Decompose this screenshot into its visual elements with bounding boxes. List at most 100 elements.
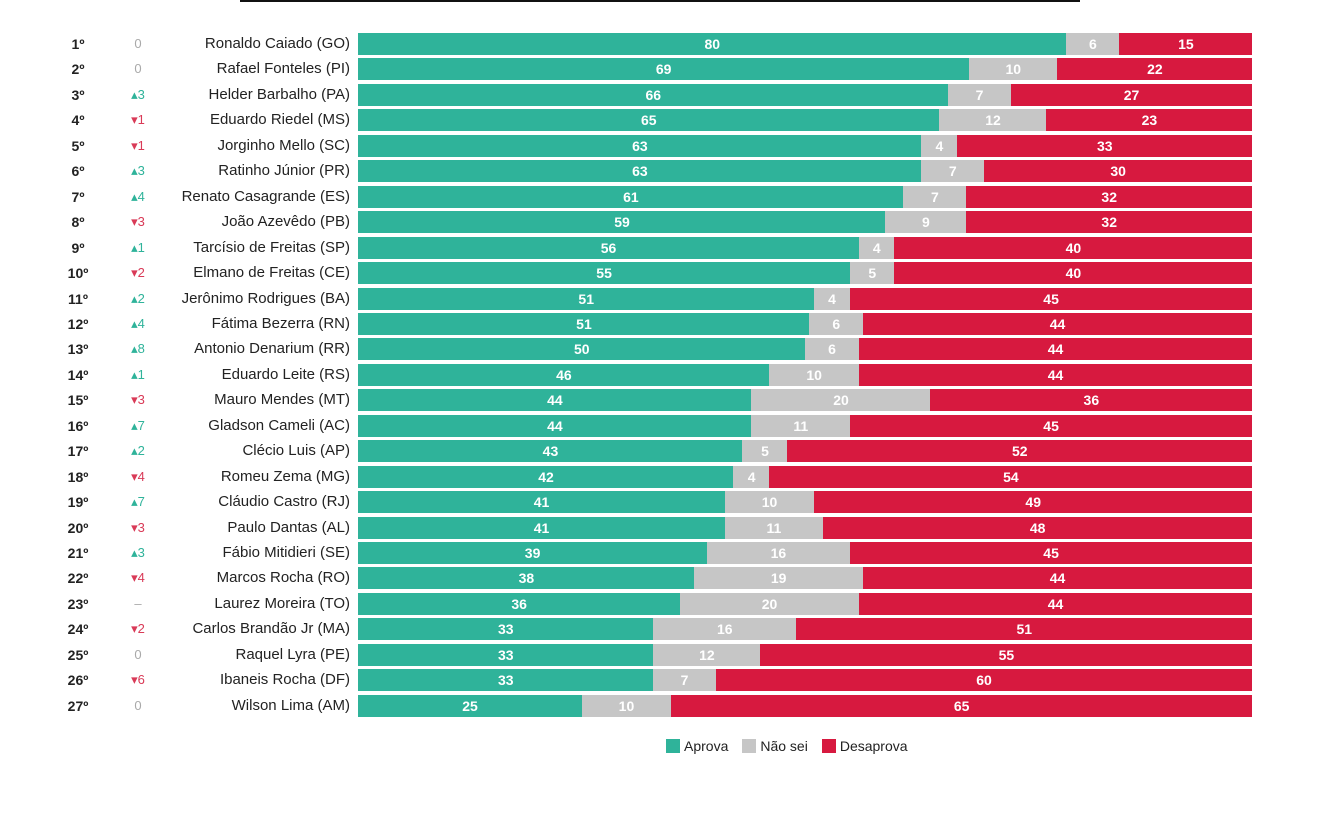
value-label-aprova: 80 <box>704 36 721 52</box>
bar-nao-sei: 4 <box>858 236 895 259</box>
value-label-nao-sei: 4 <box>935 137 944 154</box>
rank-label: 22º <box>67 570 89 587</box>
value-label-nao-sei: 4 <box>872 239 881 256</box>
governor-name: Tarcísio de Freitas (SP) <box>193 238 350 256</box>
bar-desaprova: 60 <box>715 669 1253 692</box>
value-label-desaprova: 55 <box>998 646 1015 663</box>
bar-desaprova: 44 <box>858 338 1253 361</box>
rank-change: ▾4 <box>131 570 145 586</box>
value-label-aprova: 39 <box>524 545 541 561</box>
governor-name: Eduardo Leite (RS) <box>221 365 350 383</box>
value-label-aprova: 63 <box>632 137 648 154</box>
rank-change: 0 <box>134 697 142 713</box>
bar-desaprova: 52 <box>787 440 1253 463</box>
bar-desaprova: 40 <box>894 236 1253 259</box>
bar-nao-sei: 4 <box>813 287 851 310</box>
bar-aprova: 56 <box>358 236 860 259</box>
governor-name: Antonio Denarium (RR) <box>194 340 350 358</box>
rank-label: 14º <box>67 366 89 383</box>
bar-desaprova: 44 <box>862 567 1253 590</box>
rank-label: 21º <box>67 545 89 561</box>
rank-label: 24º <box>67 621 89 638</box>
bar-desaprova: 23 <box>1046 109 1253 132</box>
value-label-desaprova: 32 <box>1101 214 1117 231</box>
bar-aprova: 33 <box>358 643 654 666</box>
value-label-desaprova: 27 <box>1123 86 1140 103</box>
bar-aprova: 69 <box>358 58 970 81</box>
rank-change: ▴4 <box>131 315 145 331</box>
bar-nao-sei: 12 <box>653 643 761 666</box>
rank-label: 1º <box>71 36 85 52</box>
rank-change: ▾3 <box>131 392 145 408</box>
rank-change: ▴7 <box>131 494 145 510</box>
bar-nao-sei: 4 <box>733 465 770 488</box>
bar-nao-sei: 6 <box>805 338 860 361</box>
value-label-nao-sei: 6 <box>828 341 836 358</box>
bar-aprova: 41 <box>358 516 726 539</box>
value-label-nao-sei: 10 <box>618 697 635 714</box>
bar-aprova: 25 <box>358 694 582 717</box>
bar-aprova: 33 <box>358 618 654 641</box>
bar-aprova: 59 <box>358 211 886 234</box>
bar-nao-sei: 5 <box>742 440 788 463</box>
rank-change: ▴3 <box>131 86 145 102</box>
bar-aprova: 41 <box>358 491 726 514</box>
value-label-desaprova: 44 <box>1047 341 1064 358</box>
rank-change: ▴1 <box>131 239 145 255</box>
rank-change: ▴8 <box>131 341 145 357</box>
bar-desaprova: 15 <box>1119 33 1253 55</box>
bar-desaprova: 65 <box>670 694 1253 717</box>
governor-name: Rafael Fonteles (PI) <box>216 60 350 78</box>
legend-item-desaprova: Desaprova <box>821 738 908 754</box>
governor-name: Mauro Mendes (MT) <box>214 391 350 409</box>
rank-label: 4º <box>71 112 85 129</box>
rank-label: 27º <box>67 697 89 714</box>
value-label-desaprova: 45 <box>1043 290 1059 307</box>
value-label-aprova: 55 <box>596 265 612 282</box>
bar-desaprova: 32 <box>965 185 1253 208</box>
bar-desaprova: 40 <box>894 262 1253 285</box>
value-label-aprova: 66 <box>645 86 662 103</box>
bar-aprova: 43 <box>358 440 743 463</box>
rank-label: 25º <box>67 646 89 663</box>
value-label-nao-sei: 5 <box>761 443 769 460</box>
governor-name: Carlos Brandão Jr (MA) <box>192 620 350 638</box>
governor-name: João Azevêdo (PB) <box>221 213 350 231</box>
value-label-desaprova: 45 <box>1043 417 1059 434</box>
value-label-desaprova: 33 <box>1096 137 1113 154</box>
legend-swatch-aprova <box>666 739 680 753</box>
bar-desaprova: 44 <box>858 363 1253 386</box>
value-label-desaprova: 44 <box>1047 595 1064 612</box>
bar-nao-sei: 11 <box>751 414 851 437</box>
value-label-desaprova: 51 <box>1016 621 1033 638</box>
bar-nao-sei: 7 <box>921 160 985 183</box>
governor-name: Clécio Luis (AP) <box>242 442 350 460</box>
governor-name: Gladson Cameli (AC) <box>208 416 350 434</box>
rank-change: ▾2 <box>131 621 145 637</box>
rank-change: ▴3 <box>131 163 145 179</box>
value-label-aprova: 56 <box>600 239 617 256</box>
bar-aprova: 65 <box>358 109 940 132</box>
rank-label: 12º <box>67 315 89 332</box>
bar-desaprova: 32 <box>965 211 1253 234</box>
bar-aprova: 33 <box>358 669 654 692</box>
value-label-desaprova: 23 <box>1141 112 1158 129</box>
bar-aprova: 66 <box>358 83 949 106</box>
bar-aprova: 36 <box>358 592 681 615</box>
value-label-nao-sei: 19 <box>770 570 787 587</box>
value-label-nao-sei: 11 <box>793 417 809 434</box>
bar-aprova: 44 <box>358 414 752 437</box>
rank-change: ▴2 <box>131 290 145 306</box>
bar-desaprova: 45 <box>849 542 1253 564</box>
top-divider <box>240 0 1080 2</box>
governor-name: Laurez Moreira (TO) <box>214 594 350 612</box>
bar-aprova: 55 <box>358 262 851 285</box>
legend-item-aprova: Aprova <box>666 738 728 754</box>
value-label-aprova: 51 <box>578 290 594 307</box>
value-label-aprova: 44 <box>547 392 563 409</box>
value-label-nao-sei: 7 <box>948 163 957 180</box>
value-label-aprova: 63 <box>632 163 648 180</box>
value-label-aprova: 43 <box>542 443 559 460</box>
bar-nao-sei: 10 <box>581 694 672 717</box>
